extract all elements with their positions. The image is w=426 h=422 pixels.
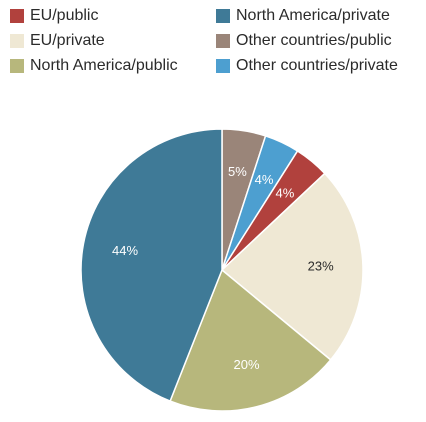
legend-label: EU/private: [30, 32, 105, 49]
legend-label: EU/public: [30, 7, 99, 24]
legend-label: North America/private: [236, 7, 390, 24]
legend-item-north-america-public: North America/public: [10, 56, 178, 76]
pie-slice-eu-private: [220, 172, 364, 361]
legend-swatch: [10, 59, 24, 73]
legend-item-eu-private: EU/private: [10, 31, 105, 51]
legend-swatch: [216, 34, 230, 48]
pie-slice-north-america-public: [169, 268, 332, 412]
legend-item-other-countries-private: Other countries/private: [216, 56, 398, 76]
legend-item-eu-public: EU/public: [10, 6, 98, 26]
legend-label: North America/public: [30, 57, 178, 74]
pie-slice-label-eu-public: 4%: [276, 185, 295, 200]
pie-slice-north-america-private: [80, 128, 223, 403]
legend-swatch: [216, 9, 230, 23]
legend-label: Other countries/public: [236, 32, 392, 49]
legend-item-other-countries-public: Other countries/public: [216, 31, 392, 51]
pie-slice-label-other-countries-public: 5%: [228, 164, 247, 179]
pie-slice-label-eu-private: 23%: [308, 258, 334, 273]
pie-slice-label-north-america-public: 20%: [234, 357, 260, 372]
pie-slice-label-other-countries-private: 4%: [255, 172, 274, 187]
legend-swatch: [10, 34, 24, 48]
legend-item-north-america-private: North America/private: [216, 6, 390, 26]
chart-legend: EU/public North America/private EU/priva…: [10, 6, 420, 78]
legend-swatch: [216, 59, 230, 73]
legend-swatch: [10, 9, 24, 23]
pie-slice-label-north-america-private: 44%: [112, 243, 138, 258]
legend-label: Other countries/private: [236, 57, 398, 74]
